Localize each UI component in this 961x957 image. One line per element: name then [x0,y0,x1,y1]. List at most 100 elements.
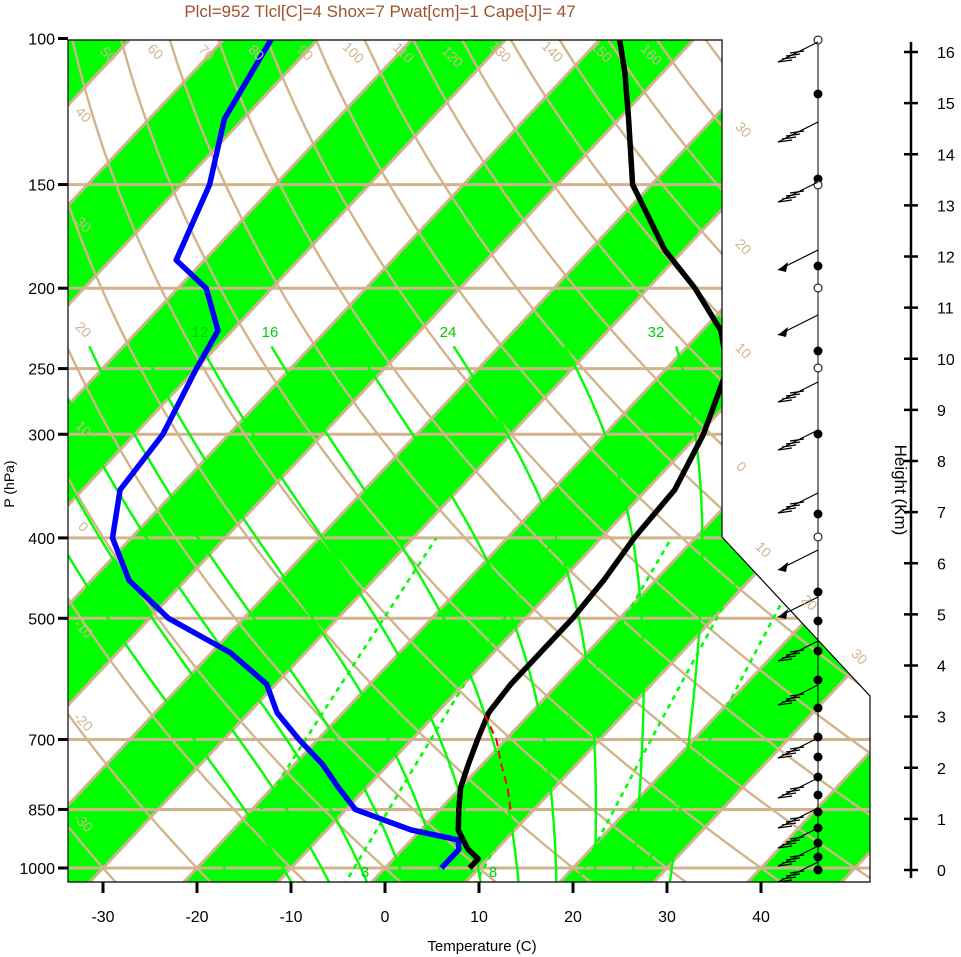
temperature-line [455,40,731,870]
wind-barb-feather [781,876,797,880]
isotherm-label: 30 [732,118,754,140]
height-tick-label: 9 [937,403,946,420]
height-tick-label: 3 [937,710,946,727]
wind-barb-feather [789,649,805,653]
height-tick-label: 13 [937,198,955,215]
wind-barb-feather [785,504,801,508]
moist-adiabat-line [452,345,598,882]
wind-barb-feather [785,193,801,197]
dry-adiabat-line [546,40,870,882]
dry-adiabat-line [738,40,870,882]
isotherm-label: 10 [752,538,774,560]
wind-barb-feather [789,190,805,194]
height-tick-label: 12 [937,250,955,267]
wind-level-marker [813,790,823,800]
isotherm-line [68,40,526,882]
mixing-ratio-line [573,537,763,882]
moist-adiabat-line [88,345,408,882]
wind-barb-feather [789,854,805,858]
dry-adiabat-line [210,40,870,882]
wind-level-marker [813,807,823,817]
wind-level-marker [813,346,823,356]
wind-barb-pennant [778,562,788,572]
wind-barb-feather [789,816,805,820]
wind-barb-feather [785,53,801,57]
wind-level-marker [813,261,823,271]
wind-barb-feather [789,786,805,790]
isotherm-label: 60 [144,40,166,62]
wind-barb-feather [781,196,797,200]
isotherm-line [68,40,338,882]
mixing-ratio-label: 24 [440,324,457,341]
isotherm-line [68,40,808,882]
wind-barb-feather [785,857,801,861]
wind-level-marker [813,429,823,439]
temperature-band [68,40,870,882]
wind-barb-feather [785,749,801,753]
wind-barb-feather [785,652,801,656]
isotherm-line [68,40,432,882]
dry-adiabat-line [594,40,870,882]
y-tick-label: 1000 [19,861,55,878]
wind-barb-feather [785,873,801,877]
isotherm-line [68,40,714,882]
wind-profile [777,35,823,883]
height-tick-label: 11 [937,301,954,318]
y-tick-label: 100 [28,32,55,49]
axes: -30 -20 -10 0 10 20 30 401000850700500400300250… [19,32,770,927]
wind-barb-feather [777,199,793,203]
wind-barb-feather [789,501,805,505]
y-tick-label: 700 [28,733,55,750]
height-tick-label: 7 [937,505,946,522]
wind-barb-feather [789,836,805,840]
wind-barb-feather [777,795,793,799]
isotherm-label: 0 [733,458,750,475]
x-tick-label: 20 [564,909,582,926]
y-tick-label: 400 [28,531,55,548]
height-tick-label: 6 [937,556,946,573]
wind-barb-feather [781,136,797,140]
wind-barb-feather [777,863,793,867]
wind-barb-feather [789,50,805,54]
x-axis-label: Temperature (C) [427,938,536,955]
wind-level-marker [813,865,823,875]
height-tick-label: 5 [937,607,946,624]
mixing-ratio-line [211,537,438,882]
isotherm-line [0,20,54,889]
wind-barb-feather [789,746,805,750]
height-axis-label: Height (Km) [891,445,910,536]
wind-barb-feather [781,752,797,756]
isotherm-label: 100 [340,39,368,67]
height-tick-label: 10 [937,352,955,369]
y-tick-label: 200 [28,281,55,298]
isotherm-label: 20 [72,318,94,340]
wind-barb-feather [781,699,797,703]
isotherm-line [646,40,870,882]
mixing-ratio-lines [211,537,818,882]
height-tick-label: 8 [937,454,946,471]
height-tick-label: 0 [937,863,946,880]
isotherm-label: 140 [539,38,567,66]
moist-adiabat-line [563,345,645,882]
temperature-band [68,40,525,882]
wind-level-marker [813,89,823,99]
wind-barb-feather [789,693,805,697]
dry-adiabat-line [68,40,410,882]
y-axis-label: P (hPa) [1,460,17,507]
isotherm-label: 40 [72,103,94,125]
dry-adiabat-line [306,40,870,882]
wind-level-marker [813,852,823,862]
moist-adiabat-line [68,345,332,882]
y-tick-label: 150 [28,178,55,195]
height-tick-label: 1 [937,812,946,829]
wind-level-marker-open [813,363,823,373]
isotherm-label: -20 [71,709,97,735]
wind-barb-feather [777,447,793,451]
wind-barb-feather [781,822,797,826]
dry-adiabat-line [786,40,870,882]
wind-level-marker-open [813,283,823,293]
isotherm-label: 30 [848,645,870,667]
mixing-ratio-label: 8 [489,864,497,881]
x-tick-label: 40 [752,909,770,926]
